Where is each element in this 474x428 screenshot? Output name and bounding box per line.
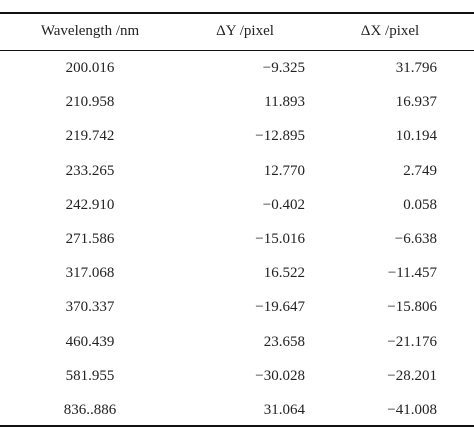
table-cell: 271.586 xyxy=(65,231,115,247)
table-cell: 317.068 xyxy=(65,265,115,282)
header-rule xyxy=(0,50,474,51)
header-cell: ΔX /pixel xyxy=(360,23,420,39)
table-cell: 16.522 xyxy=(263,265,305,282)
bottom-rule xyxy=(0,425,474,427)
header-cell: Wavelength /nm xyxy=(40,23,140,39)
table-cell: 16.937 xyxy=(395,94,437,111)
table-cell: 31.796 xyxy=(395,60,437,76)
table-cell: 0.058 xyxy=(403,196,437,213)
table-cell: −19.647 xyxy=(255,299,305,316)
table-cell: −30.028 xyxy=(255,367,305,384)
table-cell: 2.749 xyxy=(403,162,437,179)
table-cell: −21.176 xyxy=(387,333,437,350)
table-cell: 210.958 xyxy=(65,94,115,111)
table-cell: −15.016 xyxy=(255,231,305,247)
table-cell: 242.910 xyxy=(65,196,115,213)
table-cell: 460.439 xyxy=(65,333,115,350)
table-cell: −15.806 xyxy=(387,299,437,316)
top-rule xyxy=(0,12,474,14)
table-cell: 12.770 xyxy=(263,162,305,179)
table-cell: 836..886 xyxy=(63,402,117,418)
table-cell: −28.201 xyxy=(387,367,437,384)
header-cell: ΔY /pixel xyxy=(216,23,274,39)
table-cell: 11.893 xyxy=(264,94,305,111)
table-cell: 23.658 xyxy=(263,333,305,350)
table-cell: −12.895 xyxy=(255,128,305,145)
table-cell: −0.402 xyxy=(262,196,305,213)
table-cell: 370.337 xyxy=(65,299,115,316)
table-cell: −41.008 xyxy=(387,402,437,418)
table-cell: −9.325 xyxy=(262,60,305,76)
table-cell: 219.742 xyxy=(65,128,115,145)
table-cell: −6.638 xyxy=(394,231,437,247)
table-cell: 581.955 xyxy=(65,367,115,384)
table-cell: 233.265 xyxy=(65,162,115,179)
table-cell: 10.194 xyxy=(395,128,437,145)
table-cell: −11.457 xyxy=(387,265,437,282)
table-cell: 200.016 xyxy=(65,60,115,76)
table-cell: 31.064 xyxy=(263,402,305,418)
